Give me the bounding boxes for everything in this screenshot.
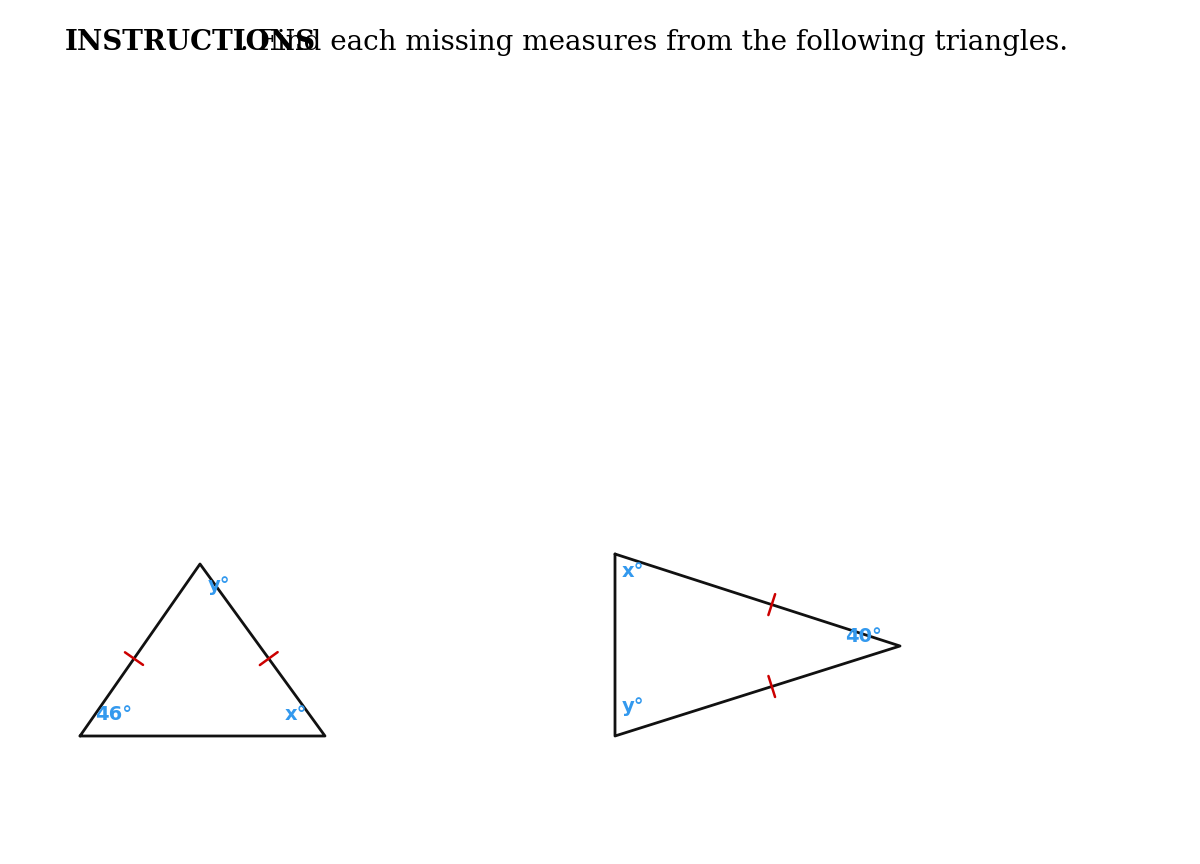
Text: x°: x° [286,705,307,724]
Text: 40°: 40° [845,626,882,645]
Text: x°: x° [622,562,644,581]
Text: y°: y° [622,697,644,716]
Text: . Find each missing measures from the following triangles.: . Find each missing measures from the fo… [240,29,1068,56]
Text: 46°: 46° [95,705,132,724]
Text: y°: y° [208,576,230,595]
Text: INSTRUCTIONS: INSTRUCTIONS [65,29,316,56]
